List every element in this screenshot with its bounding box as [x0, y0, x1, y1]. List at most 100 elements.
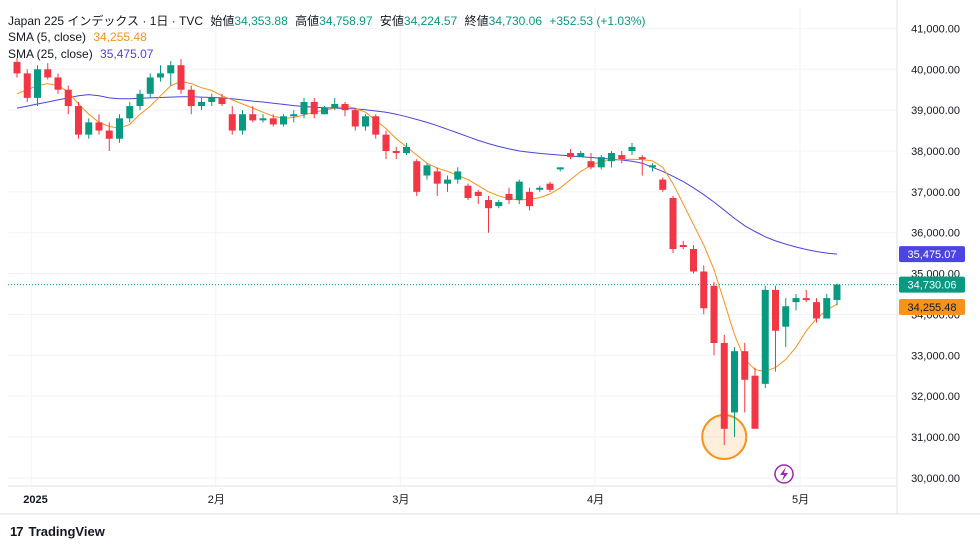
close-value: 34,730.06	[488, 14, 543, 28]
open-value: 34,353.88	[234, 14, 288, 28]
candle-body	[526, 191, 533, 207]
candle-body	[679, 244, 687, 247]
candle-body	[546, 183, 554, 190]
candle-body	[833, 284, 841, 300]
candle-body	[310, 101, 318, 115]
sma25-price-label: 35,475.07	[908, 249, 957, 261]
candle-body	[597, 157, 605, 168]
candle-body	[577, 153, 585, 158]
candle-body	[228, 114, 236, 131]
candle-body	[167, 65, 175, 74]
tradingview-logo-icon: 17	[10, 524, 24, 539]
candle-body	[116, 118, 123, 139]
candle-body	[208, 97, 216, 102]
candle-body	[249, 114, 257, 121]
y-tick-label: 33,000.00	[911, 350, 960, 362]
candle-body	[341, 104, 349, 111]
candle-body	[690, 249, 697, 272]
sma5-legend[interactable]: SMA (5, close) 34,255.48	[8, 30, 151, 44]
close-label: 終値	[464, 14, 489, 28]
y-tick-label: 30,000.00	[911, 473, 960, 485]
x-tick-label: 2025	[23, 494, 47, 506]
candle-body	[146, 77, 154, 94]
symbol-title[interactable]: Japan 225 インデックス · 1日 · TVC	[8, 14, 204, 28]
y-tick-label: 37,000.00	[911, 187, 960, 199]
y-tick-label: 36,000.00	[911, 228, 960, 240]
candle-body	[423, 165, 431, 176]
candle-body	[259, 118, 267, 121]
sma5-line	[16, 80, 838, 373]
candle-body	[34, 69, 41, 98]
sma25-label: SMA (25, close)	[8, 47, 93, 61]
x-tick-label: 2月	[208, 494, 225, 506]
candle-body	[720, 343, 728, 429]
candle-body	[710, 285, 718, 344]
candle-body	[280, 116, 287, 125]
tradingview-logo[interactable]: 17 TradingView	[10, 524, 105, 539]
candle-body	[300, 101, 308, 115]
candle-body	[731, 351, 738, 413]
candle-body	[741, 351, 749, 380]
candle-body	[85, 122, 93, 135]
sma5-label: SMA (5, close)	[8, 30, 87, 44]
candle-body	[772, 289, 779, 331]
candle-body	[536, 187, 544, 190]
candle-body	[444, 179, 451, 184]
low-value: 34,224.57	[403, 14, 458, 28]
candle-body	[761, 289, 769, 384]
candle-body	[792, 298, 800, 303]
candle-body	[587, 161, 595, 168]
candle-body	[751, 375, 759, 429]
sma5-price-label: 34,255.48	[908, 302, 957, 314]
candle-body	[75, 106, 82, 135]
sma5-price-label-bg	[899, 298, 965, 315]
candle-body	[474, 191, 482, 196]
candle-body	[700, 271, 708, 309]
high-label: 高値	[295, 14, 320, 28]
candle-body	[495, 202, 503, 207]
candle-body	[290, 114, 298, 117]
candle-body	[515, 181, 523, 201]
x-tick-label: 3月	[392, 494, 409, 506]
candle-body	[403, 146, 410, 154]
candle-body	[556, 167, 564, 170]
open-label: 始値	[210, 14, 235, 28]
sma25-legend[interactable]: SMA (25, close) 35,475.07	[8, 47, 157, 61]
candle-body	[126, 106, 134, 119]
candle-body	[485, 200, 492, 209]
x-tick-label: 5月	[792, 494, 809, 506]
candle-body	[362, 116, 369, 127]
candle-body	[13, 61, 21, 74]
sma25-value: 35,475.07	[100, 47, 154, 61]
candle-body	[198, 101, 205, 107]
candle-body	[187, 89, 195, 107]
candle-body	[95, 122, 103, 131]
candle-body	[157, 73, 164, 78]
candle-body	[638, 157, 646, 160]
candle-body	[505, 193, 513, 201]
candle-body	[454, 171, 462, 180]
candle-body	[649, 165, 656, 168]
y-tick-label: 40,000.00	[911, 64, 960, 76]
candle-body	[351, 110, 359, 127]
candle-body	[269, 118, 277, 125]
y-tick-label: 32,000.00	[911, 391, 960, 403]
candle-body	[618, 155, 626, 160]
candle-body	[608, 153, 615, 162]
high-value: 34,758.97	[319, 14, 373, 28]
header-ohlc: Japan 225 インデックス · 1日 · TVC 始値34,353.88 …	[8, 12, 649, 29]
candle-body	[823, 298, 831, 319]
candle-body	[372, 116, 380, 135]
low-label: 安値	[379, 14, 404, 28]
candle-body	[567, 153, 574, 158]
candle-body	[177, 65, 185, 90]
sma25-line	[16, 94, 838, 255]
candle-body	[321, 108, 328, 115]
candle-body	[218, 97, 226, 105]
last-price-label-bg	[899, 276, 965, 293]
candle-body	[433, 171, 441, 184]
sma5-value: 34,255.48	[93, 30, 147, 44]
candle-body	[44, 69, 52, 78]
tradingview-logo-text: TradingView	[28, 524, 105, 539]
